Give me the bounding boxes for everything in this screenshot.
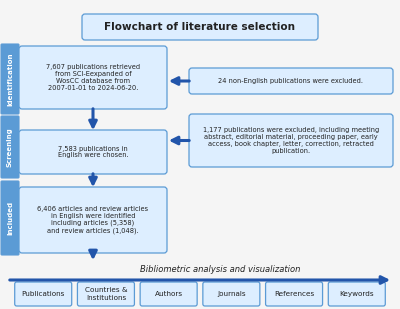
Text: Included: Included bbox=[7, 201, 13, 235]
FancyBboxPatch shape bbox=[19, 130, 167, 174]
Text: Flowchart of literature selection: Flowchart of literature selection bbox=[104, 22, 296, 32]
Text: Identification: Identification bbox=[7, 52, 13, 106]
Text: Journals: Journals bbox=[217, 291, 246, 297]
FancyBboxPatch shape bbox=[1, 116, 19, 178]
Text: References: References bbox=[274, 291, 314, 297]
FancyBboxPatch shape bbox=[140, 282, 197, 306]
Text: Countries &
Institutions: Countries & Institutions bbox=[85, 287, 127, 300]
FancyBboxPatch shape bbox=[1, 181, 19, 255]
FancyBboxPatch shape bbox=[19, 187, 167, 253]
FancyBboxPatch shape bbox=[328, 282, 385, 306]
FancyBboxPatch shape bbox=[189, 68, 393, 94]
Text: Keywords: Keywords bbox=[340, 291, 374, 297]
Text: 7,583 publications in
English were chosen.: 7,583 publications in English were chose… bbox=[58, 146, 128, 159]
Text: Authors: Authors bbox=[154, 291, 183, 297]
FancyBboxPatch shape bbox=[189, 114, 393, 167]
Text: 6,406 articles and review articles
in English were identified
including articles: 6,406 articles and review articles in En… bbox=[38, 206, 148, 234]
FancyBboxPatch shape bbox=[203, 282, 260, 306]
FancyBboxPatch shape bbox=[19, 46, 167, 109]
FancyBboxPatch shape bbox=[15, 282, 72, 306]
FancyBboxPatch shape bbox=[266, 282, 322, 306]
Text: Screening: Screening bbox=[7, 127, 13, 167]
Text: 24 non-English publications were excluded.: 24 non-English publications were exclude… bbox=[218, 78, 364, 84]
Text: Bibliometric analysis and visualization: Bibliometric analysis and visualization bbox=[140, 265, 300, 273]
Text: 1,177 publications were excluded, including meeting
abstract, editorial material: 1,177 publications were excluded, includ… bbox=[203, 127, 379, 154]
FancyBboxPatch shape bbox=[78, 282, 134, 306]
Text: Publications: Publications bbox=[22, 291, 65, 297]
FancyBboxPatch shape bbox=[82, 14, 318, 40]
Text: 7,607 publications retrieved
from SCI-Eexpanded of
WosCC database from
2007-01-0: 7,607 publications retrieved from SCI-Ee… bbox=[46, 64, 140, 91]
FancyBboxPatch shape bbox=[1, 44, 19, 114]
